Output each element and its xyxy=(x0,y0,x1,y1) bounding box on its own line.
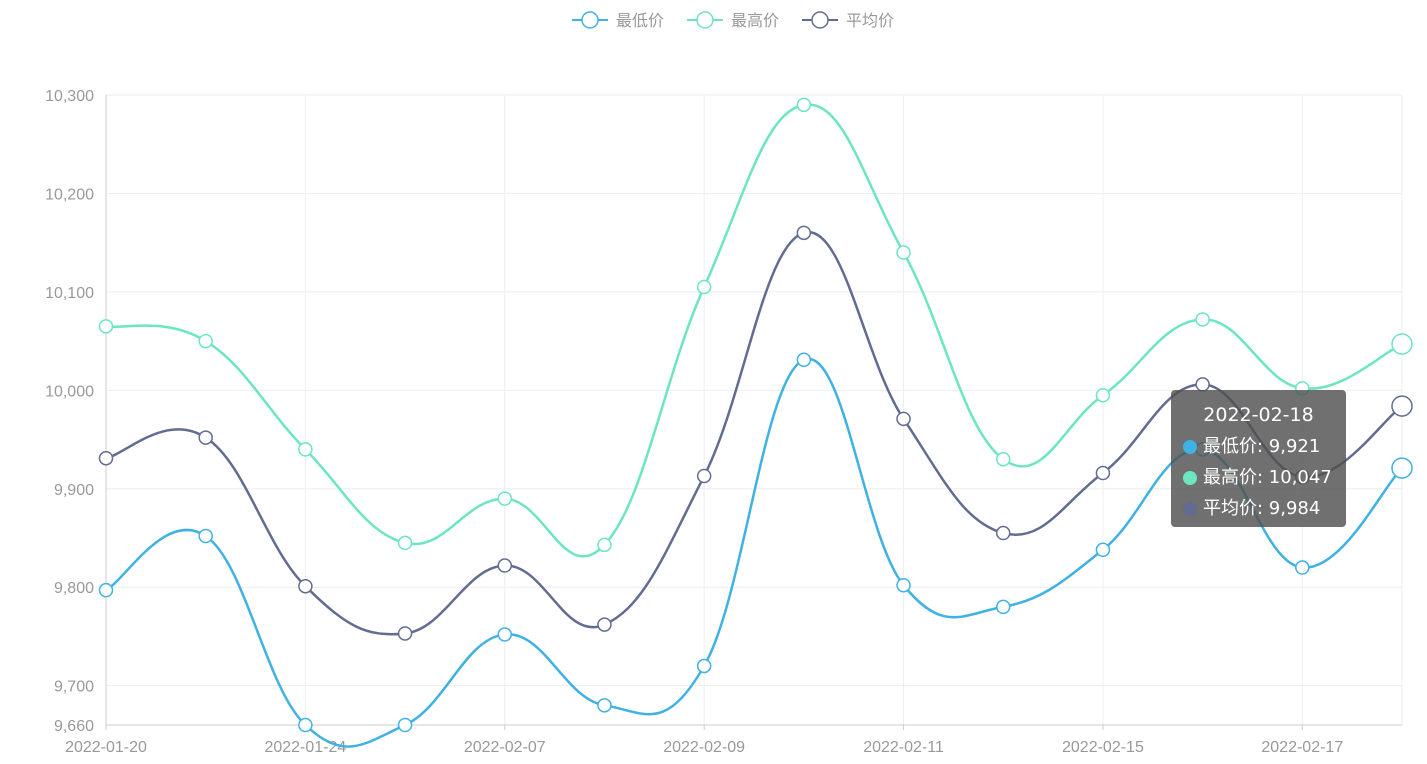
data-point-avg[interactable] xyxy=(1391,395,1413,417)
data-point-avg[interactable] xyxy=(796,225,812,241)
legend-circle-icon xyxy=(581,11,599,29)
y-tick-label: 9,900 xyxy=(54,482,94,499)
data-point-high[interactable] xyxy=(1195,312,1210,327)
data-point-high[interactable] xyxy=(98,319,114,334)
tooltip-dot-low xyxy=(1183,439,1197,454)
y-tick-label: 10,200 xyxy=(45,186,94,203)
data-point-avg[interactable] xyxy=(995,525,1011,541)
data-point-avg[interactable] xyxy=(1095,465,1111,481)
tooltip-dot-high xyxy=(1183,470,1197,485)
legend-label: 平均价 xyxy=(846,11,894,30)
series-points xyxy=(98,97,1413,733)
data-point-low[interactable] xyxy=(597,698,612,713)
y-tick-label: 9,800 xyxy=(54,580,94,597)
x-tick-label: 2022-02-15 xyxy=(1062,739,1144,756)
legend-item-high[interactable]: 最高价 xyxy=(687,11,779,30)
tooltip-row-high: 最高价: 10,047 xyxy=(1183,462,1334,493)
tooltip-value-avg: 平均价: 9,984 xyxy=(1203,498,1321,519)
data-point-low[interactable] xyxy=(696,658,712,674)
data-point-avg[interactable] xyxy=(696,468,712,484)
legend-item-avg[interactable]: 平均价 xyxy=(802,11,894,30)
tooltip-value-low: 最低价: 9,921 xyxy=(1203,436,1321,457)
y-tick-label: 9,700 xyxy=(54,679,94,696)
data-point-avg[interactable] xyxy=(597,617,612,632)
x-tick-label: 2022-02-11 xyxy=(863,739,944,756)
data-point-avg[interactable] xyxy=(397,626,413,641)
data-point-low[interactable] xyxy=(896,577,911,593)
data-point-avg[interactable] xyxy=(98,450,114,466)
series-line-high xyxy=(105,103,1403,558)
tooltip-row-avg: 平均价: 9,984 xyxy=(1183,493,1334,524)
axes: 9,660 9,700 9,800 9,900 10,000 10,100 10,200 10… xyxy=(45,88,1402,756)
y-tick-label: 10,100 xyxy=(45,285,94,302)
x-tick-label: 2022-02-17 xyxy=(1261,739,1343,756)
data-point-low[interactable] xyxy=(198,528,213,544)
tooltip-dot-avg xyxy=(1183,501,1197,516)
tooltip-value-high: 最高价: 10,047 xyxy=(1203,467,1332,488)
legend-label: 最高价 xyxy=(731,11,779,30)
data-point-low[interactable] xyxy=(796,352,812,368)
tooltip-row-low: 最低价: 9,921 xyxy=(1183,431,1334,462)
y-tick-label: 10,000 xyxy=(45,383,94,400)
x-tick-label: 2022-02-09 xyxy=(663,739,745,756)
x-tick-label: 2022-01-20 xyxy=(65,739,147,756)
tooltip-title: 2022-02-18 xyxy=(1203,404,1314,426)
data-point-high[interactable] xyxy=(497,491,513,506)
data-point-avg[interactable] xyxy=(298,578,313,594)
x-tick-label: 2022-01-24 xyxy=(264,739,346,756)
data-point-low[interactable] xyxy=(995,599,1011,615)
data-point-low[interactable] xyxy=(98,582,114,598)
data-point-high[interactable] xyxy=(397,535,413,551)
data-point-avg[interactable] xyxy=(198,430,213,445)
data-point-high[interactable] xyxy=(796,97,812,113)
data-point-high[interactable] xyxy=(696,279,712,295)
x-tick-label: 2022-02-07 xyxy=(464,739,546,756)
tooltip: 2022-02-18 最低价: 9,921 最高价: 10,047 平均价: 9… xyxy=(1171,390,1346,527)
data-point-low[interactable] xyxy=(1391,457,1413,479)
data-point-high[interactable] xyxy=(298,442,313,457)
data-point-low[interactable] xyxy=(497,627,513,642)
data-point-avg[interactable] xyxy=(896,411,911,427)
data-point-high[interactable] xyxy=(896,245,911,260)
series-line-avg xyxy=(105,231,1403,636)
data-point-avg[interactable] xyxy=(1195,377,1210,392)
data-point-low[interactable] xyxy=(397,717,413,733)
data-point-high[interactable] xyxy=(198,333,213,349)
legend-circle-icon xyxy=(696,11,714,29)
legend-item-low[interactable]: 最低价 xyxy=(572,11,664,30)
y-tick-label: 9,660 xyxy=(54,718,94,735)
data-point-high[interactable] xyxy=(1095,387,1111,403)
data-point-low[interactable] xyxy=(1095,542,1111,558)
data-point-low[interactable] xyxy=(298,717,313,733)
data-point-high[interactable] xyxy=(995,451,1011,467)
legend[interactable]: 最低价 最高价 平均价 xyxy=(572,11,894,30)
y-tick-label: 10,300 xyxy=(45,88,94,105)
data-point-high[interactable] xyxy=(597,537,612,553)
legend-label: 最低价 xyxy=(616,11,664,30)
data-point-low[interactable] xyxy=(1295,560,1310,575)
legend-circle-icon xyxy=(811,11,829,29)
data-point-avg[interactable] xyxy=(497,558,513,573)
data-point-high[interactable] xyxy=(1391,333,1413,355)
